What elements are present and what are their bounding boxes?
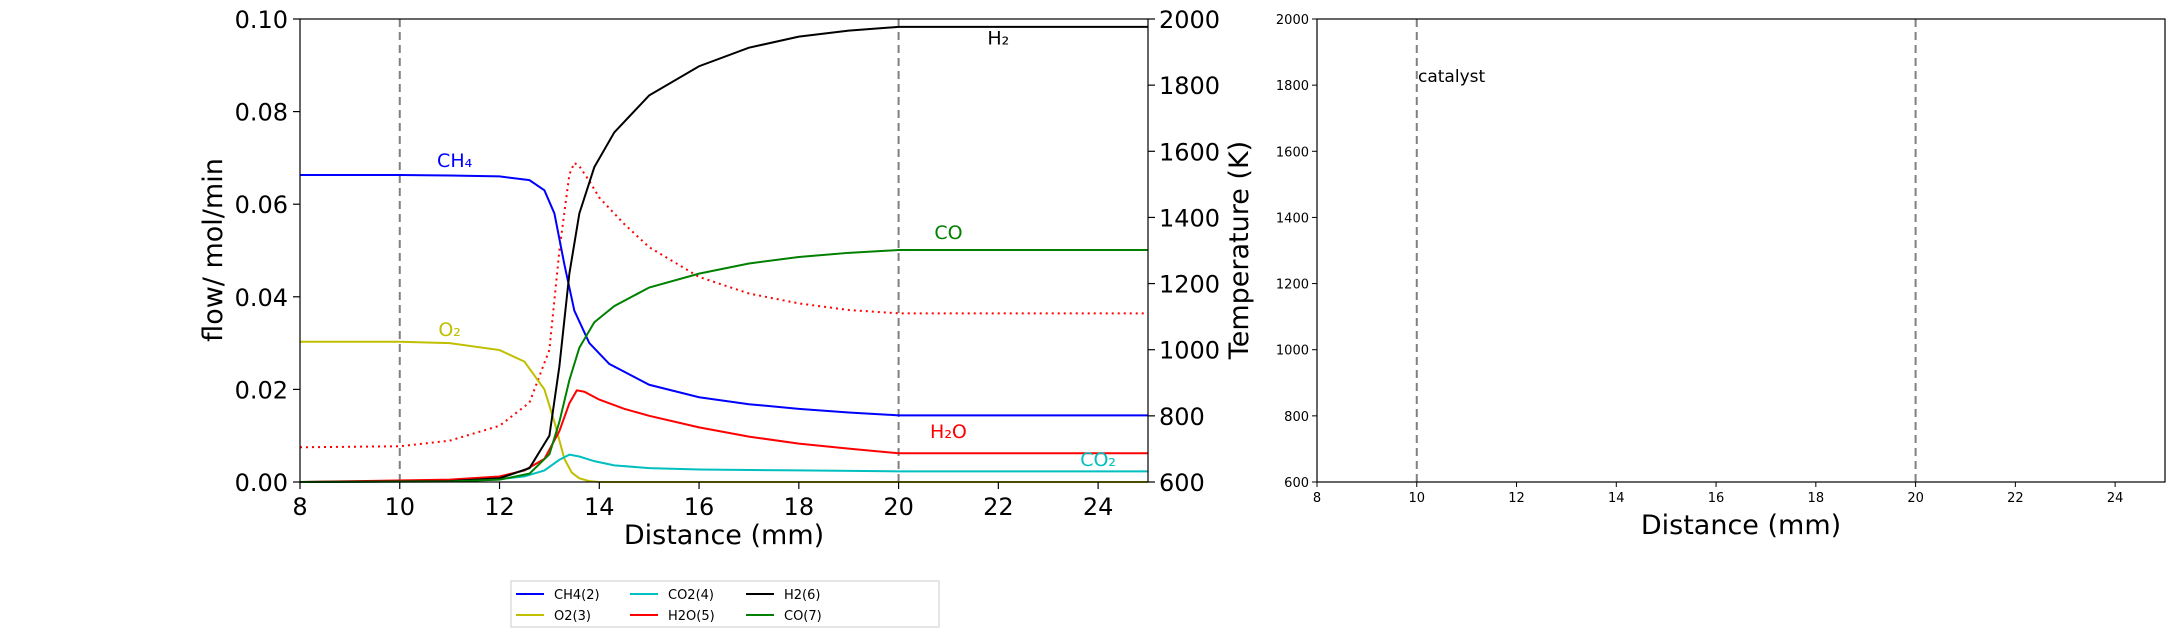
series-line-1 [300, 340, 1148, 483]
right-y2-tick-label-0: 600 [1159, 469, 1205, 497]
right-x-tick-label-4: 16 [1708, 491, 1725, 506]
right-y-tick-label-1: 800 [1284, 410, 1309, 425]
left-x-tick-label-6: 20 [883, 493, 914, 521]
right-x-tick-label-8: 24 [2107, 491, 2124, 506]
right-y2-tick-label-5: 1600 [1159, 138, 1220, 166]
series-annotation-0: CH₄ [437, 150, 473, 172]
left-y-tick-label-4: 0.08 [235, 99, 288, 127]
right-y2-tick-label-4: 1400 [1159, 204, 1220, 232]
left-x-tick-label-4: 16 [684, 493, 715, 521]
legend-label-3: H2O(5) [668, 609, 715, 624]
left-x-tick-label-1: 10 [384, 493, 415, 521]
left-x-tick-label-7: 22 [983, 493, 1014, 521]
right-x-tick-label-7: 22 [2007, 491, 2024, 506]
temperature-line [299, 161, 1148, 449]
right-y-tick-label-7: 2000 [1276, 13, 1309, 28]
legend-frame [510, 580, 940, 628]
right-y-tick-label-4: 1400 [1276, 211, 1309, 226]
right-y2-tick-label-6: 1800 [1159, 72, 1220, 100]
right-x-tick-label-6: 20 [1907, 491, 1924, 506]
left-y-tick-label-5: 0.10 [235, 6, 288, 34]
series-line-4 [299, 25, 1148, 483]
series-annotation-5: CO₂ [1080, 449, 1116, 471]
right-y2-tick-label-1: 800 [1159, 403, 1205, 431]
right-x-tick-label-0: 8 [1313, 491, 1321, 506]
left-x-tick-label-5: 18 [784, 493, 815, 521]
left-x-axis-label: Distance (mm) [624, 520, 824, 551]
series-line-3 [299, 389, 1148, 483]
left-x-tick-label-3: 14 [584, 493, 615, 521]
left-x-tick-label-2: 12 [484, 493, 515, 521]
right-y2-tick-label-7: 2000 [1159, 6, 1220, 34]
left-x-tick-label-0: 8 [292, 493, 307, 521]
series-line-5 [299, 249, 1148, 483]
right-y-tick-label-6: 1800 [1276, 79, 1309, 94]
series-annotation-1: O₂ [438, 319, 461, 341]
right-chart: 8 10 12 14 16 18 20 22 24 600 800 1000 1200 1400 1600… [1276, 13, 2166, 541]
series-line-2 [299, 453, 1148, 483]
left-y-tick-label-2: 0.04 [235, 284, 288, 312]
right-x-tick-label-3: 14 [1608, 491, 1625, 506]
legend-label-2: CO2(4) [668, 588, 714, 603]
right-plot-frame [1316, 18, 2166, 483]
right-y-axis-label: Temperature (K) [1224, 141, 1255, 360]
series-annotation-2: H₂ [987, 27, 1009, 49]
right-y-tick-label-0: 600 [1284, 476, 1309, 491]
left-chart: CH₄ O₂ H₂ CO H₂O CO₂ 8 10 12 14 16 18 20 22 24 0.00 0.… [198, 6, 1255, 551]
right-x-tick-label-5: 18 [1808, 491, 1825, 506]
left-x-tick-label-8: 24 [1083, 493, 1114, 521]
left-plot-frame [299, 18, 1149, 483]
series-line-0 [300, 174, 1148, 417]
series-annotation-4: H₂O [930, 421, 967, 443]
catalyst-annotation: catalyst [1418, 67, 1485, 87]
right-x-axis-label: Distance (mm) [1641, 510, 1841, 541]
right-y-tick-label-3: 1200 [1276, 278, 1309, 293]
legend-label-0: CH4(2) [554, 588, 600, 603]
legend-label-1: O2(3) [554, 609, 591, 624]
left-y-tick-label-1: 0.02 [235, 376, 288, 404]
left-y-tick-label-3: 0.06 [235, 191, 288, 219]
right-y2-tick-label-3: 1200 [1159, 271, 1220, 299]
right-x-tick-label-1: 10 [1408, 491, 1425, 506]
legend-label-4: H2(6) [784, 588, 820, 603]
right-x-tick-label-2: 12 [1508, 491, 1525, 506]
right-y2-tick-label-2: 1000 [1159, 337, 1220, 365]
series-annotation-3: CO [934, 222, 962, 244]
right-y-tick-label-2: 1000 [1276, 344, 1309, 359]
legend-label-5: CO(7) [784, 609, 822, 624]
left-y-axis-label: flow/ mol/min [198, 158, 229, 342]
left-y-tick-label-0: 0.00 [235, 469, 288, 497]
legend: CH4(2) O2(3) CO2(4) H2O(5) H2(6) CO(7) [510, 580, 940, 628]
right-y-tick-label-5: 1600 [1276, 145, 1309, 160]
